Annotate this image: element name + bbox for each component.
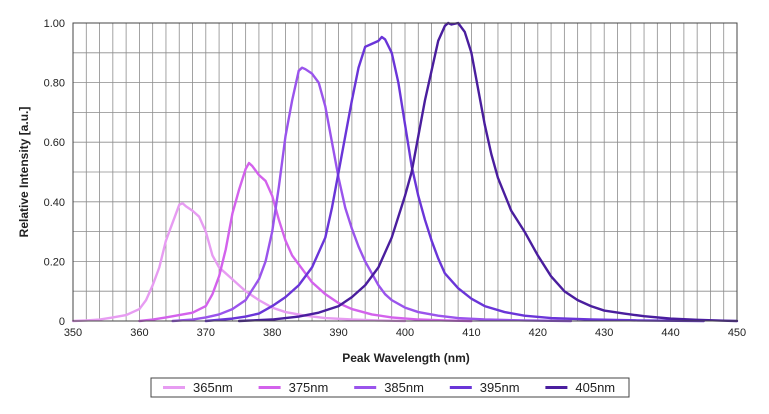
- x-tick-label: 450: [728, 327, 746, 339]
- y-tick-label: 0.60: [44, 137, 65, 149]
- series-line-375nm: [138, 161, 473, 323]
- plot-frame: [72, 22, 738, 322]
- series-line-385nm: [171, 66, 573, 323]
- x-tick-label: 410: [462, 327, 480, 339]
- x-tick-label: 380: [263, 327, 281, 339]
- y-axis-title: Relative Intensity [a.u.]: [17, 107, 31, 238]
- y-tick-label: 1.00: [44, 18, 65, 30]
- x-tick-label: 370: [197, 327, 215, 339]
- grid: [73, 23, 737, 321]
- x-tick-label: 350: [64, 327, 82, 339]
- axes: 350 360 370 380 390 400 410 420 430 440 450 0 0.20 0.…: [44, 18, 747, 339]
- x-tick-label: 400: [396, 327, 414, 339]
- legend: 365nm 375nm 385nm 395nm 405nm: [150, 377, 630, 398]
- x-axis-title: Peak Wavelength (nm): [342, 351, 470, 365]
- x-tick-label: 360: [130, 327, 148, 339]
- series-line-405nm: [237, 21, 739, 323]
- legend-label: 395nm: [480, 380, 520, 395]
- series-line-365nm: [71, 202, 407, 323]
- legend-label: 385nm: [384, 380, 424, 395]
- x-tick-label: 390: [329, 327, 347, 339]
- legend-box: [150, 377, 630, 398]
- x-tick-label: 420: [529, 327, 547, 339]
- legend-label: 375nm: [289, 380, 329, 395]
- series-line-395nm: [204, 35, 705, 323]
- y-tick-label: 0.20: [44, 256, 65, 268]
- x-tick-label: 440: [661, 327, 679, 339]
- x-tick-label: 430: [595, 327, 613, 339]
- y-tick-label: 0.40: [44, 197, 65, 209]
- series-lines: [71, 21, 739, 323]
- legend-label: 405nm: [575, 380, 615, 395]
- y-tick-label: 0: [59, 316, 65, 328]
- y-tick-label: 0.80: [44, 78, 65, 90]
- legend-label: 365nm: [193, 380, 233, 395]
